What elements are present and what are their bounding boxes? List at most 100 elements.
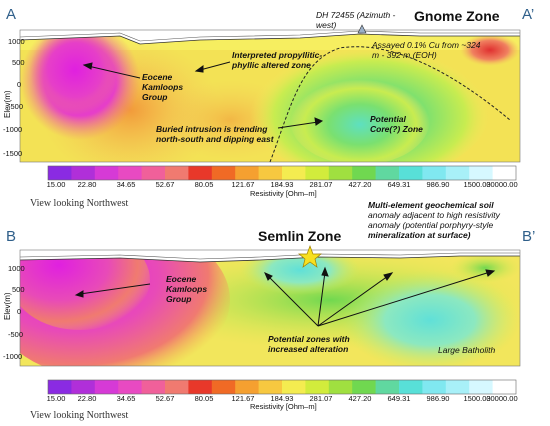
panel-a-dashed-boundary — [269, 46, 511, 163]
panel-b-scale-swatch — [375, 380, 400, 394]
panel-b-kamloops-label: Eocene Kamloops Group — [166, 274, 208, 304]
panel-a-scale-title: Resistivity [Ohm–m] — [250, 189, 317, 198]
panel-b-scale-label: 121.67 — [231, 394, 255, 403]
panel-a-assay-label: Assayed 0.1% Cu from ~324 m - 392 m (EOH… — [372, 40, 481, 60]
panel-b-elev-tick: 500 — [12, 285, 25, 294]
panel-b-scale-swatch — [141, 380, 166, 394]
panel-a-scale-label: 281.07 — [309, 180, 333, 189]
panel-b-scale-swatch — [118, 380, 143, 394]
panel-b-soil-title: Multi-element geochemical soil — [368, 200, 494, 210]
panel-a-scale-swatch — [352, 166, 377, 180]
panel-a-scale-label: 22.80 — [77, 180, 97, 189]
panel-b-elev-axis-label: Elev(m) — [3, 292, 12, 320]
panel-b-soil-line3: mineralization at surface) — [368, 230, 471, 240]
panel-a-scale-swatch — [399, 166, 423, 180]
panel-b-scale-swatch — [352, 380, 377, 394]
panel-b-view-caption: View looking Northwest — [30, 410, 129, 421]
panel-b-scale-label: 184.93 — [270, 394, 294, 403]
panel-a-scale-label: 80.05 — [194, 180, 214, 189]
panel-a-elev-tick: -1000 — [3, 125, 23, 134]
panel-b-arrows — [74, 266, 496, 327]
panel-b-frame — [19, 249, 521, 367]
panel-a-scale-label: 427.20 — [348, 180, 372, 189]
panel-a-scale-swatch — [165, 166, 189, 180]
panel-a-zone-title: Gnome Zone — [414, 8, 500, 24]
panel-b-scale-label: 80.05 — [194, 394, 214, 403]
panel-a-arrows — [82, 61, 324, 129]
panel-a-scale-swatch — [328, 166, 353, 180]
panel-a-scale-swatch — [375, 166, 400, 180]
panel-b-scale-swatch — [71, 380, 96, 394]
panel-b-scale-swatch — [469, 380, 494, 394]
panel-b-scale-label: 52.67 — [155, 394, 175, 403]
panel-b-scale-title: Resistivity [Ohm–m] — [250, 402, 317, 411]
panel-a-scale-label: 121.67 — [231, 180, 255, 189]
panel-a-scale-label: 15.00 — [46, 180, 66, 189]
panel-a-scale-label: 34.65 — [116, 180, 136, 189]
panel-b-soil-line2: anomaly (potential porphyry-style — [368, 220, 494, 230]
panel-a-scale-swatch — [211, 166, 236, 180]
panel-b-scale-swatch — [399, 380, 423, 394]
panel-a-scale-swatch — [422, 166, 447, 180]
panel-a-corner-right: A’ — [522, 6, 535, 23]
panel-a-scale-swatch — [71, 166, 96, 180]
panel-b-scale-label: 22.80 — [77, 394, 97, 403]
panel-a-scale-swatch — [48, 166, 72, 180]
panel-b-scale-label: 281.07 — [309, 394, 333, 403]
panel-b-scale-label: 34.65 — [116, 394, 136, 403]
panel-b-scale-label: 15.00 — [46, 394, 66, 403]
panel-b-elev-tick: 0 — [17, 307, 22, 316]
panel-b-scale-label: 1500.00 — [463, 394, 491, 403]
panel-b-scale-swatch — [258, 380, 283, 394]
panel-a-scale-swatch — [94, 166, 119, 180]
panel-b-scale-swatch — [492, 380, 517, 394]
panel-a-scale-swatch — [305, 166, 330, 180]
panel-b-corner-right: B’ — [522, 228, 536, 245]
panel-b-scale-swatch — [165, 380, 189, 394]
panel-b-soil-line1: anomaly adjacent to high resistivity — [368, 210, 500, 220]
panel-a-drillhole-label: DH 72455 (Azimuth - west) — [316, 10, 396, 30]
panel-a-scale-swatch — [118, 166, 143, 180]
panel-a-elev-tick: -500 — [8, 102, 24, 111]
panel-a-scale-swatch — [445, 166, 470, 180]
panel-a-scale-label: 986.90 — [426, 180, 450, 189]
panel-a-corner-left: A — [6, 6, 17, 23]
panel-a-scale-swatch — [141, 166, 166, 180]
panel-a-elev-tick: -1500 — [3, 149, 23, 158]
panel-b-scale-swatch — [422, 380, 447, 394]
panel-b-batholith-label: Large Batholith — [438, 345, 496, 355]
semlin-star-icon — [298, 245, 322, 268]
panel-a-propylitic-label: Interpreted propyllitic-phyllic altered … — [232, 50, 323, 70]
panel-b-scale-swatch — [445, 380, 470, 394]
panel-b-elev-tick: -1000 — [3, 352, 23, 361]
panel-a-section — [20, 34, 520, 162]
panel-b-scale-label: 986.90 — [426, 394, 450, 403]
panel-a-scale-label: 52.67 — [155, 180, 175, 189]
panel-b-elev-tick: 1000 — [8, 264, 25, 273]
panel-a-scale-label: 184.93 — [270, 180, 294, 189]
drillhole-marker-icon — [357, 24, 367, 34]
panel-b-scale-swatch — [328, 380, 353, 394]
panel-a-color-scale — [47, 165, 517, 181]
panel-a-scale-label: 1500.00 — [463, 180, 491, 189]
panel-b-topography — [19, 255, 520, 263]
panel-a-scale-swatch — [469, 166, 494, 180]
panel-a-scale-swatch — [258, 166, 283, 180]
panel-b-corner-left: B — [6, 228, 17, 245]
panel-a-kamloops-label: Eocene Kamloops Group — [142, 72, 184, 102]
panel-a-elev-tick: 500 — [12, 58, 25, 67]
panel-a-scale-label: 649.31 — [387, 180, 411, 189]
panel-b-section — [20, 256, 520, 366]
panel-a-core-label: Potential Core(?) Zone — [370, 114, 423, 134]
panel-b-scale-label: 30000.00 — [486, 394, 518, 403]
panel-b-scale-swatch — [48, 380, 72, 394]
panel-b-scale-swatch — [235, 380, 260, 394]
panel-a-elev-tick: 0 — [17, 80, 22, 89]
panel-a-scale-swatch — [188, 166, 213, 180]
panel-a-elev-tick: 1000 — [8, 37, 25, 46]
panel-a-view-caption: View looking Northwest — [30, 198, 129, 209]
panel-a-scale-swatch — [282, 166, 306, 180]
panel-b-elev-tick: -500 — [8, 330, 24, 339]
panel-b-scale-swatch — [188, 380, 213, 394]
